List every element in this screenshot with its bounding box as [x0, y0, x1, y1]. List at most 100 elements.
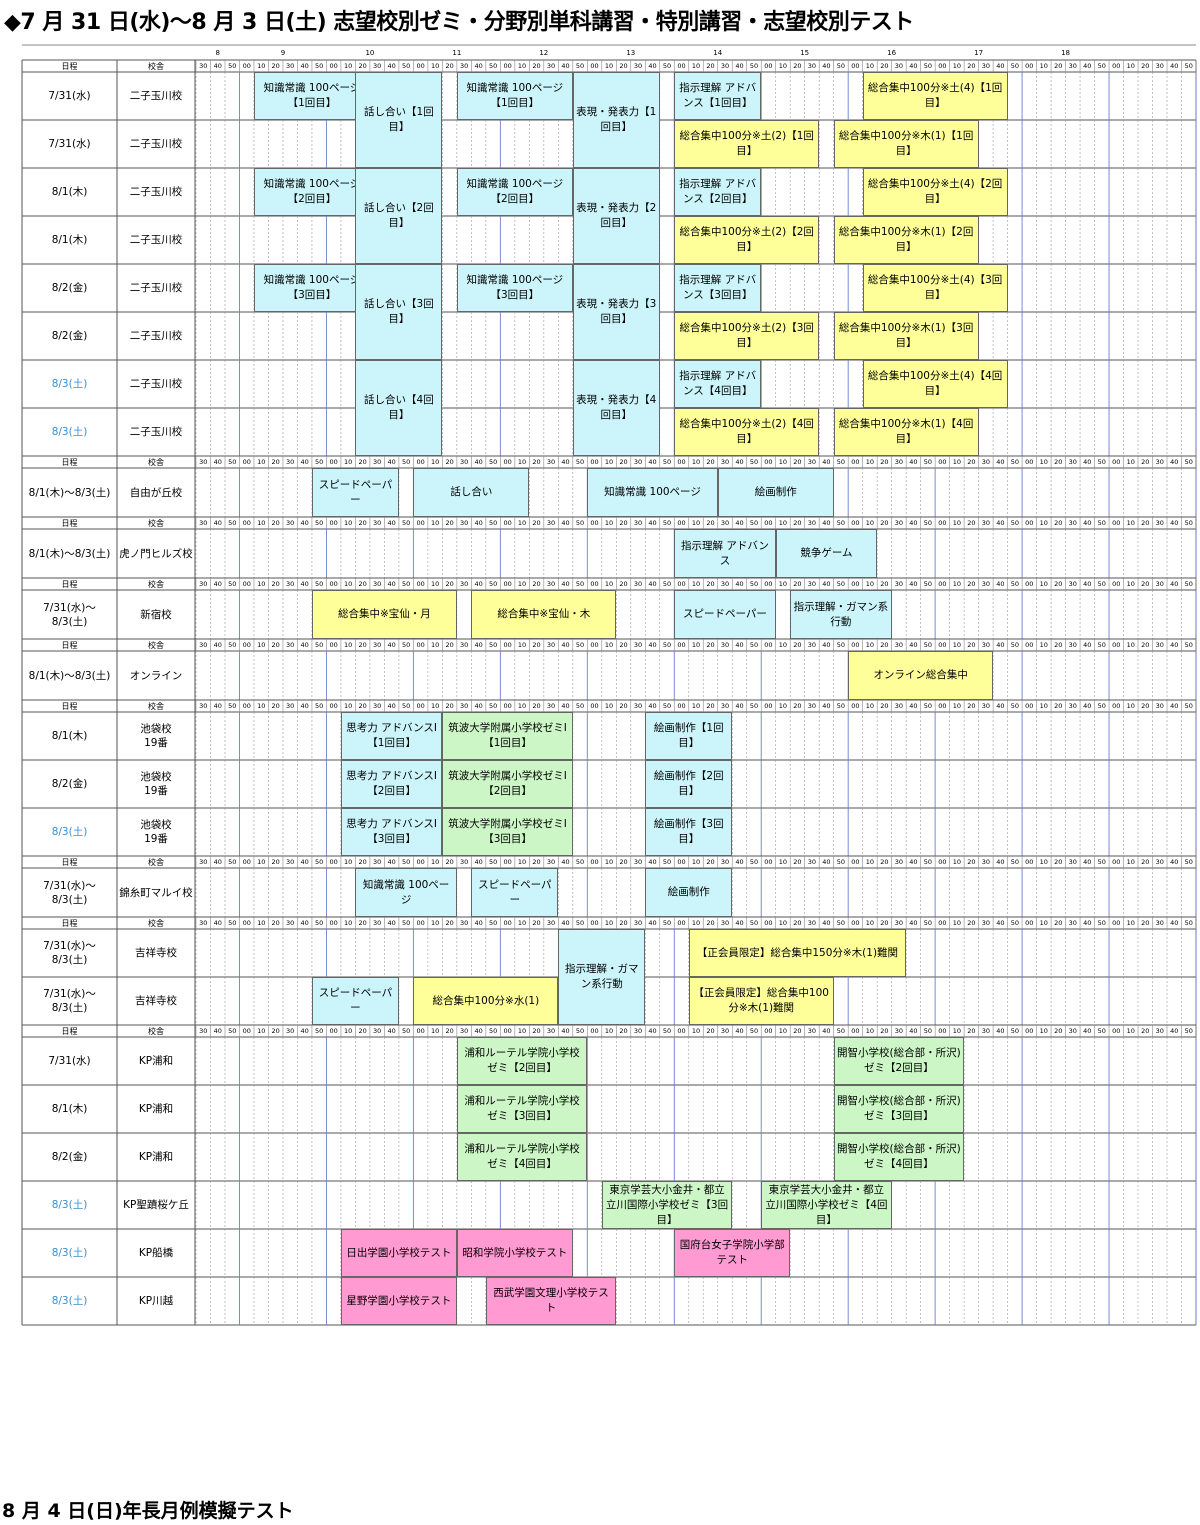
schedule-block[interactable]: 筑波大学附属小学校ゼミⅠ【3回目】	[442, 808, 573, 856]
schedule-block[interactable]: 絵画制作【3回目】	[645, 808, 733, 856]
schedule-block[interactable]: 総合集中100分※木(1)【4回目】	[833, 408, 979, 456]
minute-label: 20	[532, 519, 541, 527]
minute-label: 50	[488, 919, 498, 927]
schedule-block[interactable]: 話し合い【4回目】	[355, 360, 443, 456]
schedule-block[interactable]: 知識常識 100ページ【2回目】	[253, 168, 370, 216]
minute-label: 40	[387, 858, 396, 866]
minute-label: 50	[401, 641, 411, 649]
minute-label: 20	[793, 702, 802, 710]
schedule-block[interactable]: 思考力 アドバンスⅠ【1回目】	[340, 712, 443, 760]
schedule-block[interactable]: 開智小学校(総合部・所沢)ゼミ【2回目】	[833, 1037, 965, 1085]
schedule-block[interactable]: 表現・発表力【2回目】	[572, 168, 660, 264]
schedule-block[interactable]: 総合集中100分※木(1)【2回目】	[833, 216, 979, 264]
schedule-block[interactable]: 昭和学院小学校テスト	[456, 1229, 573, 1277]
schedule-block[interactable]: 総合集中100分※木(1)【1回目】	[833, 120, 979, 168]
minute-label: 30	[720, 1027, 730, 1035]
schedule-block[interactable]: 開智小学校(総合部・所沢)ゼミ【4回目】	[833, 1133, 965, 1181]
minute-label: 50	[228, 580, 237, 588]
schedule-block[interactable]: 浦和ルーテル学院小学校ゼミ【3回目】	[456, 1085, 588, 1133]
minute-label: 30	[981, 458, 990, 466]
minute-label: 30	[286, 62, 295, 70]
minute-label: 00	[590, 1027, 599, 1035]
schedule-block[interactable]: 総合集中100分※土(2)【3回目】	[674, 312, 820, 360]
schedule-block[interactable]: 知識常識 100ページ【1回目】	[253, 72, 370, 120]
minute-label: 00	[503, 858, 512, 866]
schedule-block[interactable]: 競争ゲーム	[775, 529, 878, 578]
schedule-block[interactable]: スピードペーパー	[674, 590, 776, 639]
schedule-block[interactable]: 表現・発表力【4回目】	[572, 360, 660, 456]
minute-label: 20	[1141, 519, 1150, 527]
minute-label: 40	[996, 1027, 1005, 1035]
schedule-block[interactable]: 表現・発表力【3回目】	[572, 264, 660, 360]
schedule-block[interactable]: 開智小学校(総合部・所沢)ゼミ【3回目】	[833, 1085, 965, 1133]
schedule-block[interactable]: 浦和ルーテル学院小学校ゼミ【2回目】	[456, 1037, 588, 1085]
schedule-block[interactable]: 指示理解 アドバンス	[674, 529, 776, 578]
minute-label: 20	[706, 458, 715, 466]
minute-label: 50	[315, 458, 324, 466]
schedule-block[interactable]: 西武学園文理小学校テスト	[485, 1277, 617, 1325]
schedule-block[interactable]: 浦和ルーテル学院小学校ゼミ【4回目】	[456, 1133, 588, 1181]
date-column-header: 日程	[61, 61, 78, 71]
schedule-block[interactable]: 表現・発表力【1回目】	[572, 72, 660, 168]
schedule-block[interactable]: 知識常識 100ページ【2回目】	[456, 168, 573, 216]
schedule-block[interactable]: 話し合い	[413, 468, 530, 517]
schedule-block[interactable]: 指示理解 アドバンス【1回目】	[674, 72, 762, 120]
schedule-block[interactable]: 思考力 アドバンスⅠ【2回目】	[340, 760, 443, 808]
schedule-block[interactable]: 総合集中100分※土(4)【1回目】	[862, 72, 1008, 120]
schedule-block[interactable]: 知識常識 100ページ【3回目】	[456, 264, 573, 312]
schedule-block[interactable]: 東京学芸大小金井・都立立川国際小学校ゼミ【3回目】	[601, 1181, 733, 1229]
schedule-block[interactable]: 【正会員限定】総合集中100分※木(1)難関	[688, 977, 834, 1025]
minute-label: 30	[1155, 858, 1164, 866]
schedule-block[interactable]: 総合集中100分※木(1)【3回目】	[833, 312, 979, 360]
minute-label: 40	[909, 458, 918, 466]
schedule-block[interactable]: 総合集中100分※土(2)【1回目】	[674, 120, 820, 168]
schedule-block[interactable]: 筑波大学附属小学校ゼミⅠ【2回目】	[442, 760, 573, 808]
schedule-block[interactable]: 星野学園小学校テスト	[340, 1277, 457, 1325]
schedule-block[interactable]: 総合集中100分※水(1)	[413, 977, 559, 1025]
schedule-block[interactable]: 知識常識 100ページ【1回目】	[456, 72, 573, 120]
schedule-block[interactable]: 話し合い【1回目】	[355, 72, 443, 168]
schedule-block[interactable]: 筑波大学附属小学校ゼミⅠ【1回目】	[442, 712, 573, 760]
schedule-block[interactable]: 総合集中100分※土(4)【3回目】	[862, 264, 1008, 312]
schedule-block[interactable]: 総合集中100分※土(2)【2回目】	[674, 216, 820, 264]
minute-label: 10	[865, 458, 875, 466]
schedule-block[interactable]: 絵画制作【2回目】	[645, 760, 733, 808]
schedule-block[interactable]: 知識常識 100ページ	[587, 468, 718, 517]
schedule-block[interactable]: 東京学芸大小金井・都立立川国際小学校ゼミ【4回目】	[761, 1181, 892, 1229]
schedule-block[interactable]: 指示理解・ガマン系行動	[558, 929, 646, 1025]
minute-label: 20	[1141, 919, 1150, 927]
schedule-block[interactable]: 【正会員限定】総合集中150分※木(1)難関	[688, 929, 907, 977]
schedule-block[interactable]: 日出学園小学校テスト	[340, 1229, 457, 1277]
schedule-block[interactable]: 思考力 アドバンスⅠ【3回目】	[340, 808, 443, 856]
schedule-block[interactable]: 国府台女子学院小学部テスト	[674, 1229, 791, 1277]
minute-label: 50	[488, 458, 498, 466]
schedule-block[interactable]: 指示理解 アドバンス【3回目】	[674, 264, 762, 312]
minute-label: 10	[691, 62, 701, 70]
school-column-header: 校舎	[148, 640, 164, 650]
schedule-block[interactable]: 総合集中100分※土(4)【4回目】	[862, 360, 1008, 408]
schedule-block[interactable]: 絵画制作【1回目】	[645, 712, 733, 760]
schedule-block[interactable]: 指示理解 アドバンス【4回目】	[674, 360, 762, 408]
minute-label: 50	[1184, 858, 1193, 866]
schedule-block[interactable]: 知識常識 100ページ	[355, 868, 457, 917]
schedule-block[interactable]: オンライン総合集中	[848, 651, 994, 700]
schedule-block[interactable]: 総合集中※宝仙・木	[471, 590, 617, 639]
schedule-block[interactable]: 指示理解 アドバンス【2回目】	[674, 168, 762, 216]
schedule-block[interactable]: 絵画制作	[717, 468, 834, 517]
minute-label: 20	[706, 641, 715, 649]
schedule-block[interactable]: 話し合い【3回目】	[355, 264, 443, 360]
minute-label: 40	[648, 580, 657, 588]
schedule-block[interactable]: スピードペーパー	[311, 468, 399, 517]
schedule-block[interactable]: スピードペーパー	[471, 868, 559, 917]
minute-label: 30	[633, 858, 643, 866]
schedule-block[interactable]: 総合集中100分※土(2)【4回目】	[674, 408, 820, 456]
minute-label: 40	[213, 519, 222, 527]
schedule-block[interactable]: 知識常識 100ページ【3回目】	[253, 264, 370, 312]
schedule-block[interactable]: 話し合い【2回目】	[355, 168, 443, 264]
schedule-block[interactable]: 指示理解・ガマン系行動	[790, 590, 892, 639]
schedule-block[interactable]: スピードペーパー	[311, 977, 399, 1025]
schedule-block[interactable]: 総合集中※宝仙・月	[311, 590, 457, 639]
schedule-block[interactable]: 総合集中100分※土(4)【2回目】	[862, 168, 1008, 216]
minute-label: 10	[430, 580, 440, 588]
schedule-block[interactable]: 絵画制作	[645, 868, 733, 917]
